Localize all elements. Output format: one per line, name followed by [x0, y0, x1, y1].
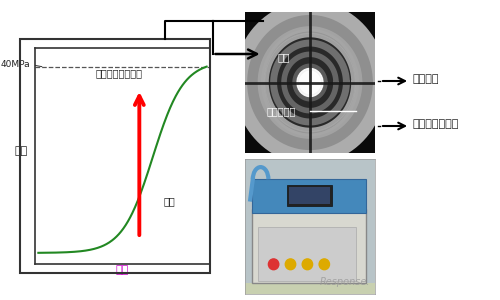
Bar	[258, 226, 356, 280]
Circle shape	[300, 71, 320, 94]
Circle shape	[297, 68, 323, 97]
Text: ギ酸: ギ酸	[164, 196, 175, 206]
Circle shape	[264, 33, 356, 132]
Text: 40MPa: 40MPa	[0, 60, 30, 69]
Text: 高圧水素: 高圧水素	[412, 74, 439, 85]
Circle shape	[302, 259, 312, 270]
Text: 液化二酸化炭素: 液化二酸化炭素	[412, 119, 459, 130]
Circle shape	[286, 259, 296, 270]
Circle shape	[268, 259, 279, 270]
Bar	[286, 184, 332, 206]
Bar	[252, 179, 366, 213]
Bar	[252, 209, 366, 283]
Text: 水素: 水素	[278, 52, 290, 62]
Bar	[289, 187, 330, 203]
Circle shape	[319, 259, 330, 270]
Text: 二酸化炭素: 二酸化炭素	[266, 106, 296, 116]
Bar	[245, 283, 375, 294]
X-axis label: 時間: 時間	[116, 266, 129, 275]
Text: Response.: Response.	[320, 277, 370, 287]
Text: 水素十二酸化炭素: 水素十二酸化炭素	[96, 68, 142, 78]
Y-axis label: 圧力: 圧力	[14, 146, 28, 156]
